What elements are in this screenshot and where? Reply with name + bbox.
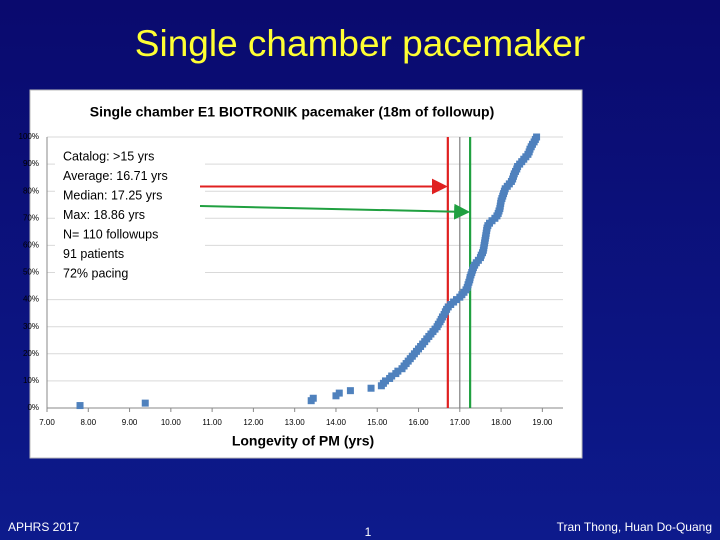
annotation-line: Max: 18.86 yrs xyxy=(63,208,145,222)
y-tick-label: 0% xyxy=(27,403,39,412)
point xyxy=(533,133,541,141)
page-number: 1 xyxy=(365,525,372,539)
annotation-line: Median: 17.25 yrs xyxy=(63,188,162,202)
point xyxy=(367,384,375,392)
x-tick-label: 8.00 xyxy=(80,418,96,427)
y-tick-label: 60% xyxy=(23,241,39,250)
y-tick-label: 40% xyxy=(23,295,39,304)
x-tick-label: 13.00 xyxy=(285,418,306,427)
x-tick-label: 10.00 xyxy=(161,418,182,427)
x-tick-label: 14.00 xyxy=(326,418,347,427)
x-tick-label: 17.00 xyxy=(450,418,471,427)
y-tick-label: 90% xyxy=(23,159,39,168)
x-axis-label: Longevity of PM (yrs) xyxy=(232,433,374,449)
x-tick-label: 18.00 xyxy=(491,418,512,427)
point xyxy=(309,394,317,402)
point xyxy=(381,377,389,385)
point xyxy=(394,367,402,375)
slide-title: Single chamber pacemaker xyxy=(135,23,585,64)
x-tick-label: 19.00 xyxy=(532,418,553,427)
point xyxy=(388,372,396,380)
y-tick-label: 80% xyxy=(23,186,39,195)
annotation-line: 72% pacing xyxy=(63,266,128,280)
chart-title: Single chamber E1 BIOTRONIK pacemaker (1… xyxy=(90,104,495,120)
point xyxy=(76,402,84,410)
x-tick-label: 7.00 xyxy=(39,418,55,427)
x-tick-label: 9.00 xyxy=(122,418,138,427)
point xyxy=(335,389,343,397)
y-tick-label: 100% xyxy=(19,132,39,141)
y-tick-label: 20% xyxy=(23,349,39,358)
annotation-line: 91 patients xyxy=(63,247,124,261)
footer-left: APHRS 2017 xyxy=(8,520,80,534)
footer-right: Tran Thong, Huan Do-Quang xyxy=(557,520,712,534)
y-tick-label: 30% xyxy=(23,322,39,331)
x-tick-label: 11.00 xyxy=(202,418,222,427)
annotation-box xyxy=(55,145,205,292)
x-tick-label: 12.00 xyxy=(243,418,264,427)
y-tick-label: 70% xyxy=(23,213,39,222)
arrow xyxy=(199,203,471,220)
plot: 0% 10% 20% 30% 40% 50% 60% 70% 80% 90% 100% 7.00 8.0… xyxy=(19,132,563,427)
annotation-line: Catalog: >15 yrs xyxy=(63,149,154,163)
annotation-line: Average: 16.71 yrs xyxy=(63,169,168,183)
x-tick-label: 16.00 xyxy=(409,418,430,427)
point xyxy=(346,387,354,395)
annotation-line: N= 110 followups xyxy=(63,227,158,241)
x-tick-label: 15.00 xyxy=(367,418,388,427)
point xyxy=(141,399,149,407)
y-tick-label: 10% xyxy=(23,376,39,385)
y-tick-label: 50% xyxy=(23,268,39,277)
